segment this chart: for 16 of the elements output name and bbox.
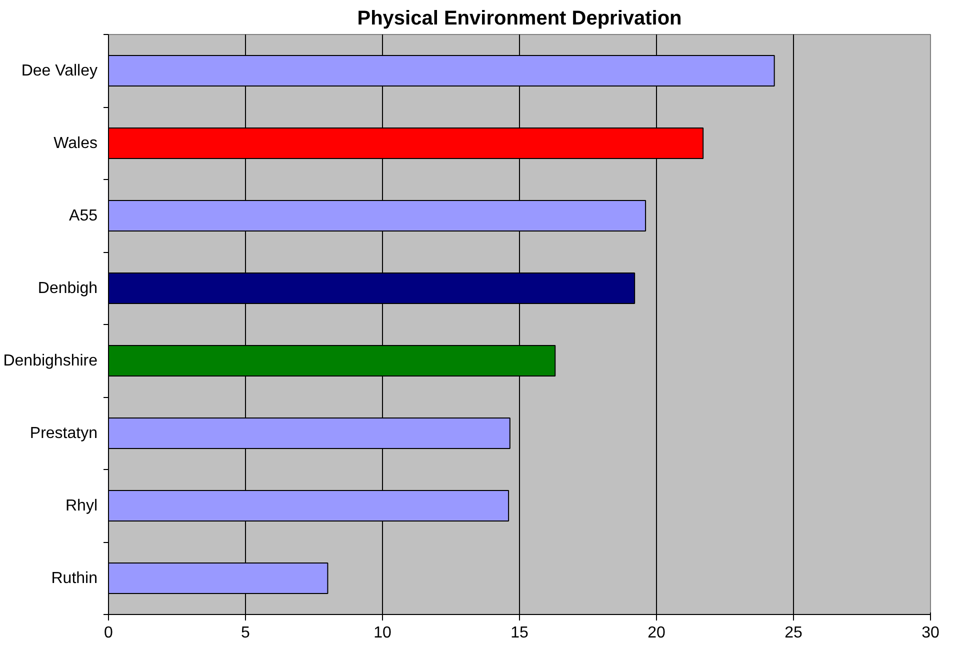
y-tick-label: Denbighshire: [3, 352, 98, 370]
y-tick-label: A55: [69, 207, 98, 224]
x-tick-label: 0: [104, 624, 114, 642]
x-tick-label: 15: [510, 624, 528, 642]
y-tick-label: Prestatyn: [30, 424, 98, 442]
x-tick-label: 10: [374, 624, 392, 642]
chart-title: Physical Environment Deprivation: [357, 8, 682, 30]
y-tick-label: Wales: [54, 134, 98, 152]
y-tick-label: Denbigh: [38, 280, 98, 297]
x-tick-label: 25: [784, 624, 802, 642]
y-tick-label: Dee Valley: [21, 62, 98, 80]
y-tick-label: Ruthin: [51, 570, 98, 587]
x-tick-label: 20: [648, 624, 666, 642]
x-tick-label: 30: [922, 624, 940, 642]
x-tick-label: 5: [241, 624, 250, 642]
y-tick-label: Rhyl: [65, 497, 98, 514]
